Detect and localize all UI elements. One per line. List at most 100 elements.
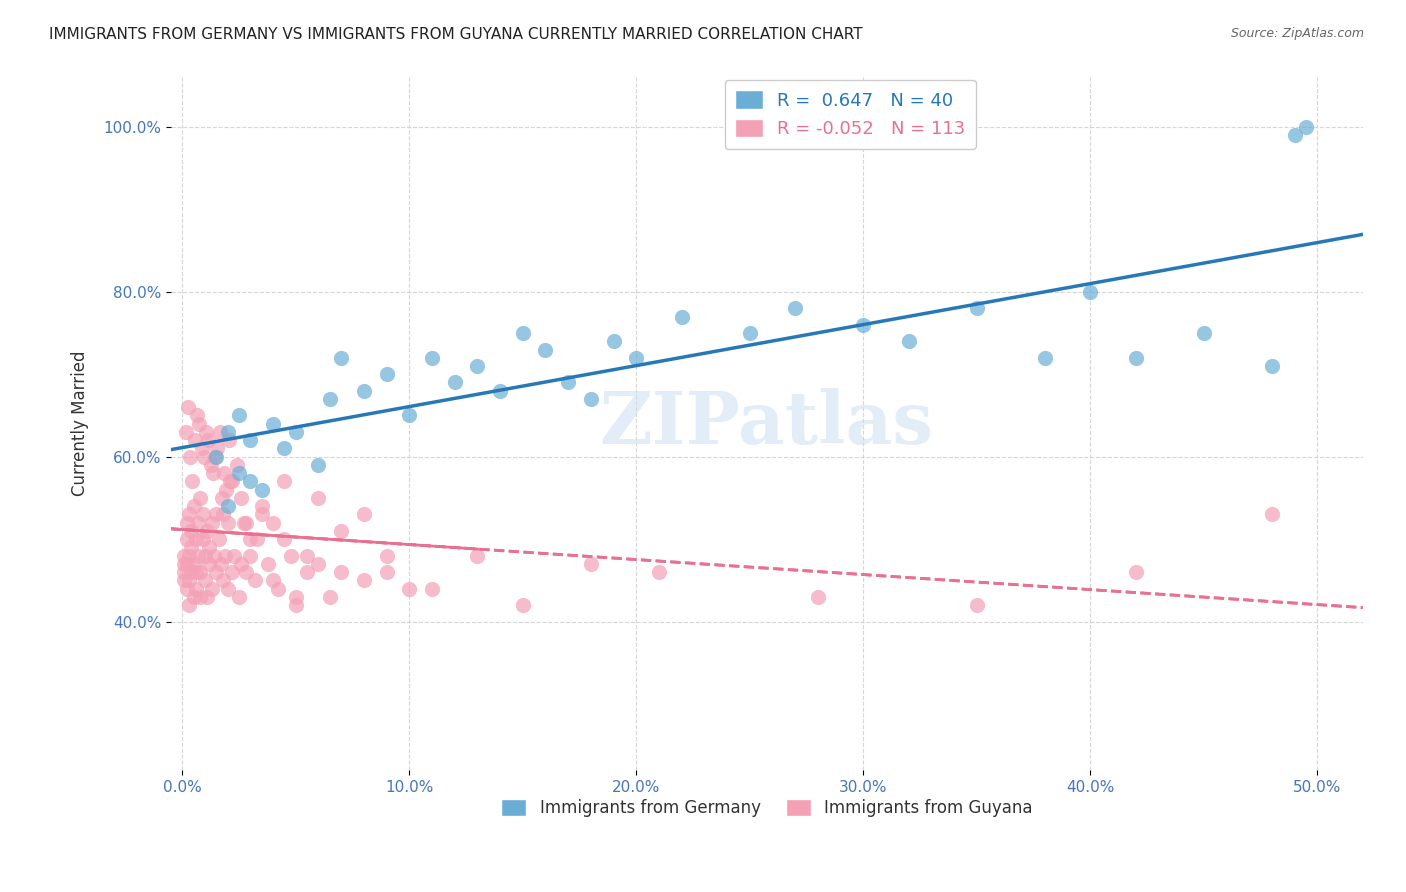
Point bbox=[319, 392, 342, 406]
Point bbox=[738, 326, 761, 340]
Point bbox=[187, 549, 209, 563]
Point bbox=[173, 565, 195, 579]
Point bbox=[184, 565, 207, 579]
Point bbox=[246, 532, 269, 546]
Point bbox=[273, 475, 295, 489]
Point bbox=[307, 491, 329, 505]
Point bbox=[190, 590, 212, 604]
Point bbox=[1261, 508, 1284, 522]
Point bbox=[626, 351, 648, 365]
Point bbox=[218, 434, 240, 448]
Point bbox=[183, 557, 205, 571]
Point bbox=[187, 516, 209, 530]
Point bbox=[239, 549, 262, 563]
Point bbox=[193, 450, 215, 464]
Point bbox=[212, 574, 235, 588]
Point bbox=[212, 466, 235, 480]
Point bbox=[330, 351, 353, 365]
Point bbox=[579, 392, 602, 406]
Point bbox=[191, 532, 214, 546]
Point bbox=[219, 475, 242, 489]
Point bbox=[375, 549, 398, 563]
Point bbox=[671, 310, 693, 324]
Point bbox=[262, 574, 284, 588]
Point bbox=[176, 532, 198, 546]
Point bbox=[785, 301, 807, 316]
Point bbox=[273, 532, 295, 546]
Point bbox=[257, 557, 280, 571]
Point bbox=[512, 326, 534, 340]
Point bbox=[224, 549, 246, 563]
Point bbox=[211, 491, 233, 505]
Point bbox=[205, 508, 228, 522]
Point bbox=[375, 565, 398, 579]
Point bbox=[375, 368, 398, 382]
Point bbox=[183, 434, 205, 448]
Point bbox=[173, 549, 195, 563]
Point bbox=[205, 450, 228, 464]
Point bbox=[195, 425, 218, 439]
Point bbox=[184, 532, 207, 546]
Point bbox=[217, 425, 239, 439]
Point bbox=[190, 442, 212, 456]
Point bbox=[1125, 565, 1147, 579]
Point bbox=[1192, 326, 1215, 340]
Point bbox=[330, 524, 353, 538]
Point bbox=[181, 475, 204, 489]
Point bbox=[235, 565, 257, 579]
Point bbox=[221, 475, 243, 489]
Point bbox=[188, 417, 211, 431]
Point bbox=[207, 442, 229, 456]
Point bbox=[180, 541, 202, 555]
Point bbox=[232, 516, 254, 530]
Point bbox=[208, 425, 231, 439]
Point bbox=[250, 499, 273, 513]
Point bbox=[262, 516, 284, 530]
Point bbox=[177, 508, 200, 522]
Point bbox=[235, 516, 257, 530]
Point bbox=[198, 541, 221, 555]
Text: Source: ZipAtlas.com: Source: ZipAtlas.com bbox=[1230, 27, 1364, 40]
Point bbox=[266, 582, 288, 596]
Point bbox=[207, 532, 229, 546]
Point bbox=[897, 334, 920, 349]
Point bbox=[284, 425, 307, 439]
Point bbox=[489, 384, 512, 398]
Point bbox=[176, 516, 198, 530]
Point bbox=[173, 557, 195, 571]
Point bbox=[648, 565, 671, 579]
Point bbox=[262, 417, 284, 431]
Point bbox=[173, 574, 195, 588]
Point bbox=[202, 549, 225, 563]
Point bbox=[195, 590, 218, 604]
Point bbox=[467, 359, 489, 373]
Point bbox=[228, 590, 250, 604]
Legend: Immigrants from Germany, Immigrants from Guyana: Immigrants from Germany, Immigrants from… bbox=[495, 792, 1039, 824]
Point bbox=[212, 508, 235, 522]
Point bbox=[307, 458, 329, 472]
Point bbox=[319, 590, 342, 604]
Point bbox=[190, 491, 212, 505]
Point bbox=[353, 384, 375, 398]
Point bbox=[467, 549, 489, 563]
Point bbox=[273, 442, 295, 456]
Point bbox=[177, 574, 200, 588]
Point bbox=[201, 466, 224, 480]
Point bbox=[177, 598, 200, 612]
Point bbox=[250, 483, 273, 497]
Point bbox=[217, 582, 239, 596]
Point bbox=[194, 574, 217, 588]
Point bbox=[284, 598, 307, 612]
Text: ZIPatlas: ZIPatlas bbox=[600, 388, 934, 459]
Point bbox=[177, 549, 200, 563]
Point bbox=[295, 565, 318, 579]
Point bbox=[852, 318, 875, 332]
Point bbox=[353, 574, 375, 588]
Point bbox=[190, 565, 212, 579]
Point bbox=[330, 565, 353, 579]
Point bbox=[1125, 351, 1147, 365]
Point bbox=[204, 450, 226, 464]
Point bbox=[1033, 351, 1056, 365]
Point bbox=[295, 549, 318, 563]
Point bbox=[966, 301, 988, 316]
